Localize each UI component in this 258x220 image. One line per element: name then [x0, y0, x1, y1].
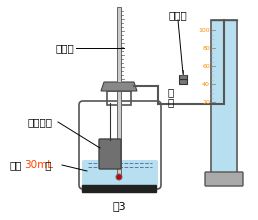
Bar [82, 185, 156, 192]
Text: 80: 80 [202, 46, 210, 51]
Text: 60: 60 [202, 64, 210, 68]
Text: 弹簧夹: 弹簧夹 [169, 10, 187, 20]
Text: 气: 气 [168, 97, 174, 107]
Bar [179, 79, 187, 84]
Ellipse shape [116, 174, 122, 180]
Bar [117, 91, 121, 177]
Bar [212, 21, 236, 174]
Text: 图3: 图3 [112, 201, 126, 211]
Text: 水: 水 [42, 160, 52, 170]
Text: 预装: 预装 [10, 160, 22, 170]
Bar [179, 75, 187, 79]
FancyBboxPatch shape [82, 160, 158, 186]
Polygon shape [101, 82, 137, 91]
Bar [211, 20, 237, 175]
Text: 30mL: 30mL [24, 160, 53, 170]
FancyBboxPatch shape [205, 172, 243, 186]
Text: 温度计: 温度计 [55, 43, 74, 53]
Text: 空: 空 [168, 87, 174, 97]
Bar [117, 7, 121, 82]
Text: 暖宝宝贴: 暖宝宝贴 [28, 117, 53, 127]
Text: 20: 20 [202, 99, 210, 104]
Bar [107, 91, 131, 105]
Text: 100: 100 [198, 28, 210, 33]
Text: 40: 40 [202, 81, 210, 86]
FancyBboxPatch shape [99, 139, 121, 169]
